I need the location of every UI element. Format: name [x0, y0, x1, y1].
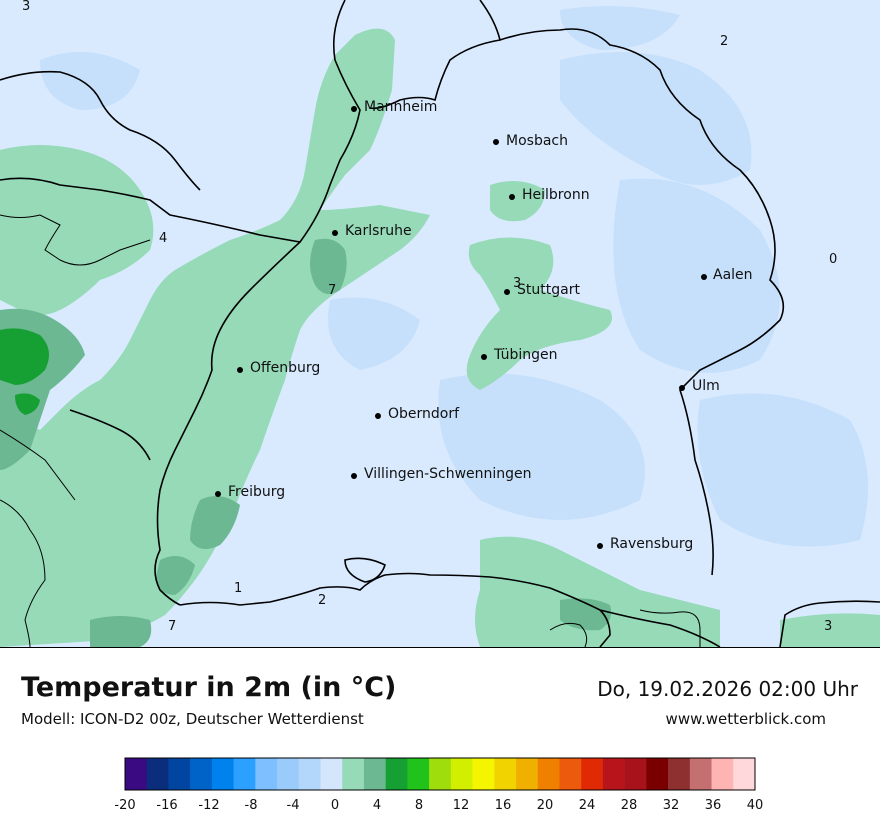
value-label: 7 — [168, 619, 176, 634]
legend-swatches — [125, 758, 756, 790]
svg-text:Offenburg: Offenburg — [250, 360, 320, 376]
legend-swatch — [516, 758, 539, 790]
svg-text:Ulm: Ulm — [692, 378, 720, 394]
legend-swatch — [624, 758, 647, 790]
legend-swatch — [168, 758, 191, 790]
legend-tick-label: 4 — [373, 798, 381, 813]
city-ravensburg: Ravensburg — [597, 536, 693, 552]
city-mannheim: Mannheim — [351, 99, 437, 115]
svg-text:Aalen: Aalen — [713, 267, 753, 283]
legend-tick-label: 28 — [621, 798, 638, 813]
legend-tick-label: -4 — [287, 798, 300, 813]
city-oberndorf: Oberndorf — [375, 406, 460, 422]
city-freiburg: Freiburg — [215, 484, 285, 500]
legend-swatch — [211, 758, 234, 790]
legend-tick-label: 36 — [705, 798, 722, 813]
svg-text:Heilbronn: Heilbronn — [522, 187, 590, 203]
value-labels: 3 2 4 0 7 3 1 2 7 3 — [22, 0, 837, 634]
value-label: 4 — [159, 231, 167, 246]
borders — [0, 0, 880, 647]
legend-swatch — [298, 758, 321, 790]
svg-text:Freiburg: Freiburg — [228, 484, 285, 500]
legend-swatch — [320, 758, 343, 790]
legend-tick-label: -16 — [156, 798, 177, 813]
legend-swatch — [407, 758, 430, 790]
value-label: 3 — [513, 276, 521, 291]
region-outlines — [0, 214, 701, 647]
city-heilbronn: Heilbronn — [509, 187, 590, 203]
city-stuttgart: Stuttgart — [504, 282, 580, 298]
city-tuebingen: Tübingen — [481, 347, 558, 363]
svg-text:Oberndorf: Oberndorf — [388, 406, 460, 422]
svg-text:Karlsruhe: Karlsruhe — [345, 223, 412, 239]
value-label: 3 — [22, 0, 30, 14]
svg-text:Mannheim: Mannheim — [364, 99, 437, 115]
value-label: 3 — [824, 619, 832, 634]
legend-swatch — [581, 758, 604, 790]
legend-swatch — [363, 758, 386, 790]
temperature-map: 3 2 4 0 7 3 1 2 7 3 Mannheim Mosbach Hei… — [0, 0, 880, 648]
legend-tick-label: 32 — [663, 798, 680, 813]
legend-swatch — [559, 758, 582, 790]
legend-tick-label: 16 — [495, 798, 512, 813]
city-ulm: Ulm — [679, 378, 720, 394]
city-mosbach: Mosbach — [493, 133, 568, 149]
svg-text:Villingen-Schwenningen: Villingen-Schwenningen — [364, 466, 532, 482]
legend-swatch — [646, 758, 669, 790]
legend-swatch — [146, 758, 169, 790]
legend-swatch — [190, 758, 213, 790]
legend-swatch — [255, 758, 278, 790]
legend-swatch — [494, 758, 517, 790]
svg-text:Stuttgart: Stuttgart — [517, 282, 580, 298]
city-offenburg: Offenburg — [237, 360, 320, 376]
legend-swatch — [233, 758, 256, 790]
legend-tick-label: 24 — [579, 798, 596, 813]
legend-tick-label: -8 — [245, 798, 258, 813]
legend-swatch — [668, 758, 691, 790]
legend-ticks: -20 -16 -12 -8 -4 0 4 8 12 16 20 24 28 32 36 40 — [114, 798, 763, 813]
city-aalen: Aalen — [701, 267, 753, 283]
legend-swatch — [733, 758, 756, 790]
legend-frame — [124, 757, 756, 791]
legend-tick-label: 8 — [415, 798, 423, 813]
legend-swatch — [602, 758, 625, 790]
legend-swatch — [385, 758, 408, 790]
model-info: Modell: ICON-D2 00z, Deutscher Wetterdie… — [21, 710, 364, 728]
legend-tick-label: 0 — [331, 798, 339, 813]
value-label: 1 — [234, 581, 242, 596]
legend-tick-label: 40 — [747, 798, 764, 813]
value-label: 2 — [720, 34, 728, 49]
legend-tick-label: 20 — [537, 798, 554, 813]
legend-swatch — [711, 758, 734, 790]
map-title: Temperatur in 2m (in °C) — [21, 672, 397, 703]
legend-swatch — [472, 758, 495, 790]
svg-text:Tübingen: Tübingen — [493, 347, 558, 363]
value-label: 2 — [318, 593, 326, 608]
website-label[interactable]: www.wetterblick.com — [665, 710, 826, 728]
legend-tick-label: -12 — [198, 798, 219, 813]
legend-swatch — [537, 758, 560, 790]
svg-text:Mosbach: Mosbach — [506, 133, 568, 149]
legend-swatch — [450, 758, 473, 790]
legend-tick-label: 12 — [453, 798, 470, 813]
legend-tick-label: -20 — [114, 798, 135, 813]
legend-swatch — [342, 758, 365, 790]
svg-text:Ravensburg: Ravensburg — [610, 536, 693, 552]
cold-patches — [40, 6, 868, 547]
green-dark-regions — [0, 328, 49, 415]
legend-swatch — [429, 758, 452, 790]
value-label: 7 — [328, 283, 336, 298]
color-legend: -20 -16 -12 -8 -4 0 4 8 12 16 20 24 28 32 36 40 — [114, 757, 763, 813]
city-markers: Mannheim Mosbach Heilbronn Karlsruhe Stu… — [215, 99, 753, 552]
legend-swatch — [689, 758, 712, 790]
legend-swatch — [125, 758, 148, 790]
city-villingen-schwenningen: Villingen-Schwenningen — [351, 466, 532, 482]
legend-swatch — [277, 758, 300, 790]
value-label: 0 — [829, 252, 837, 267]
city-karlsruhe: Karlsruhe — [332, 223, 412, 239]
forecast-datetime: Do, 19.02.2026 02:00 Uhr — [597, 677, 858, 701]
